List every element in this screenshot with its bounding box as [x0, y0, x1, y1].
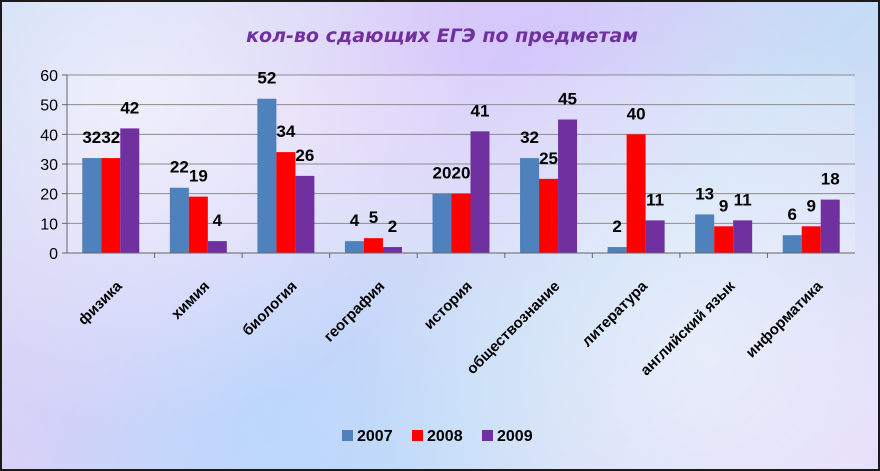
bar-2009	[470, 131, 490, 253]
bar-2009	[120, 128, 140, 253]
bar-2008	[451, 193, 471, 253]
x-tick-label: химия	[168, 278, 213, 323]
data-label: 32	[82, 128, 101, 147]
data-label: 52	[257, 69, 276, 88]
bar-2007	[344, 241, 364, 253]
y-tick-label: 20	[40, 187, 58, 204]
data-label: 42	[120, 98, 139, 117]
bar-2009	[558, 119, 578, 253]
x-tick-label: обществознание	[463, 278, 563, 378]
legend-swatch-2008	[412, 430, 423, 441]
legend-label: 2008	[427, 428, 463, 445]
bar-2007	[782, 235, 802, 253]
x-tick-label: английский язык	[637, 277, 739, 379]
bar-2007	[432, 193, 452, 253]
bar-2009	[295, 175, 315, 253]
legend-label: 2007	[357, 428, 393, 445]
y-tick-label: 30	[40, 157, 58, 174]
data-label: 40	[627, 104, 646, 123]
x-tick-label: история	[421, 278, 476, 333]
y-tick-label: 10	[40, 216, 58, 233]
data-label: 2	[388, 217, 397, 236]
data-label: 4	[350, 211, 360, 230]
y-tick-label: 50	[40, 98, 58, 115]
data-label: 26	[295, 146, 314, 165]
bar-2009	[207, 241, 227, 253]
bar-2008	[276, 152, 296, 253]
bar-2009	[645, 220, 665, 253]
data-label: 4	[213, 211, 223, 230]
bar-2008	[626, 134, 646, 253]
bar-2007	[520, 158, 540, 253]
bar-2009	[820, 199, 840, 253]
data-label: 32	[520, 128, 539, 147]
x-tick-label: литература	[579, 277, 652, 350]
y-tick-label: 0	[49, 246, 58, 263]
bar-2008	[714, 226, 734, 253]
data-label: 9	[719, 196, 728, 215]
bar-2007	[169, 187, 189, 253]
data-label: 22	[170, 158, 189, 177]
data-label: 19	[189, 167, 208, 186]
chart-title: кол-во сдающих ЕГЭ по предметам	[246, 25, 638, 47]
x-tick-label: биология	[239, 278, 301, 340]
bar-2008	[188, 196, 208, 253]
y-tick-label: 40	[40, 127, 58, 144]
data-label: 13	[695, 184, 714, 203]
data-label: 2	[612, 217, 621, 236]
bar-2008	[801, 226, 821, 253]
data-label: 32	[101, 128, 120, 147]
bar-2007	[695, 214, 715, 253]
x-tick-label: информатика	[743, 277, 827, 361]
bars	[82, 98, 840, 253]
x-tick-label: география	[321, 278, 389, 346]
data-label: 34	[276, 122, 295, 141]
data-label: 5	[369, 208, 378, 227]
bar-2009	[382, 247, 402, 253]
x-tick-label: физика	[75, 277, 126, 328]
legend: 2007 2008 2009	[342, 428, 533, 445]
data-label: 11	[646, 190, 664, 209]
bar-2008	[101, 158, 121, 253]
data-label: 45	[558, 90, 577, 109]
bar-2007	[257, 98, 277, 253]
data-label: 20	[452, 164, 471, 183]
bar-2008	[539, 178, 559, 253]
data-label: 9	[806, 196, 815, 215]
bar-2007	[607, 247, 627, 253]
legend-swatch-2007	[342, 430, 353, 441]
data-label: 25	[539, 149, 558, 168]
data-label: 18	[821, 170, 840, 189]
bar-2007	[82, 158, 102, 253]
legend-label: 2009	[497, 428, 533, 445]
data-label: 20	[433, 164, 452, 183]
data-label: 41	[471, 101, 490, 120]
data-label: 11	[734, 190, 752, 209]
bar-2009	[733, 220, 753, 253]
y-tick-label: 60	[40, 68, 58, 85]
bar-2008	[363, 238, 383, 253]
data-label: 6	[787, 205, 796, 224]
legend-swatch-2009	[482, 430, 493, 441]
